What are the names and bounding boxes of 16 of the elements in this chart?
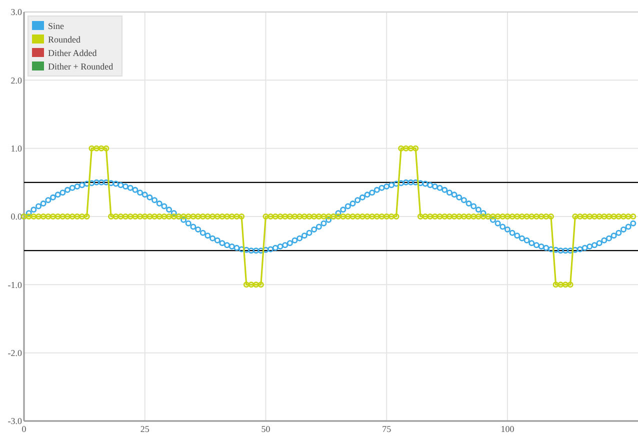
legend-label: Rounded — [48, 34, 81, 44]
legend-label: Sine — [48, 21, 64, 31]
legend-label: Dither Added — [48, 48, 98, 58]
y-tick-label: 0.0 — [10, 212, 22, 222]
x-tick-label: 0 — [22, 424, 27, 434]
y-tick-label: 3.0 — [10, 7, 22, 18]
x-tick-label: 25 — [140, 424, 150, 434]
y-tick-label: 2.0 — [10, 75, 22, 86]
y-tick-label: 1.0 — [10, 143, 22, 154]
y-tick-label: -1.0 — [8, 280, 22, 290]
x-tick-label: 50 — [261, 424, 271, 434]
x-tick-label: 100 — [500, 424, 515, 434]
legend-label: Dither + Rounded — [48, 62, 114, 72]
x-tick-label: 75 — [382, 424, 392, 434]
y-tick-label: -3.0 — [8, 416, 22, 426]
y-tick-label: -2.0 — [8, 348, 22, 358]
